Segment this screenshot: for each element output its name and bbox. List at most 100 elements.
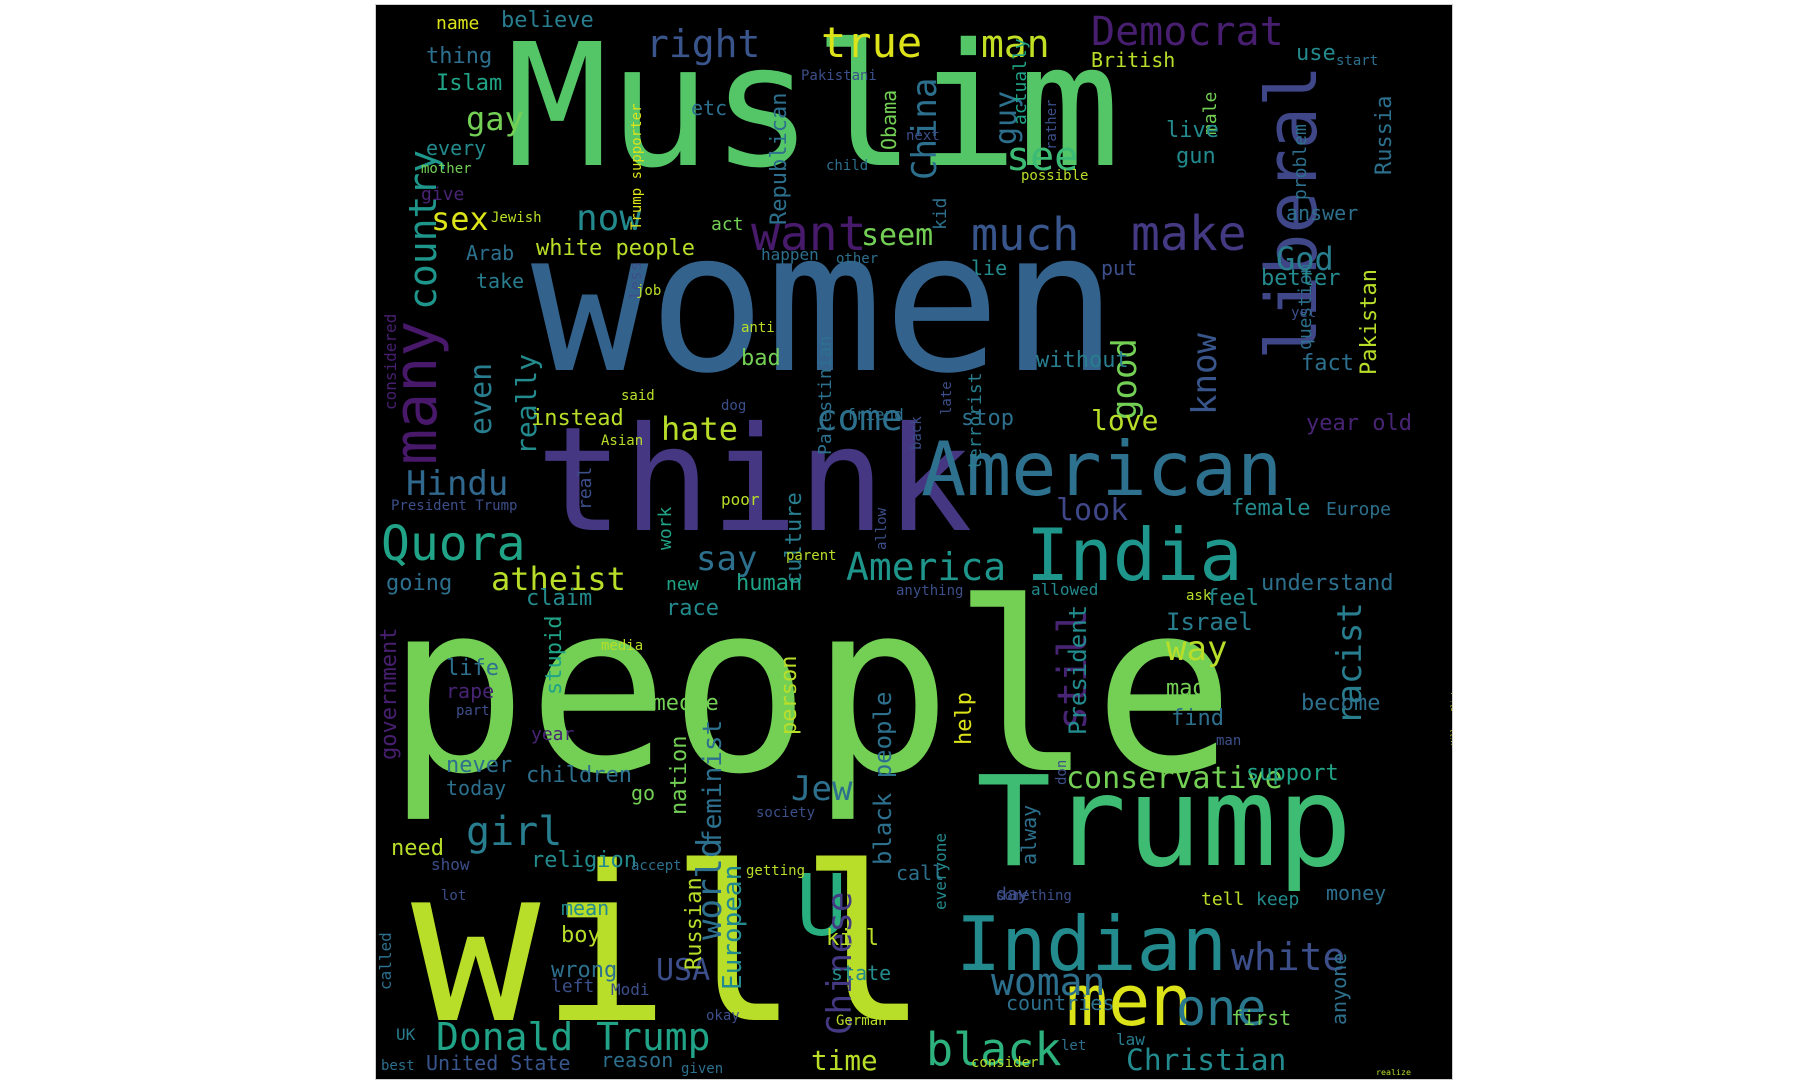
word-use: use	[1296, 41, 1336, 66]
word-world: world	[690, 838, 730, 940]
word-mean: mean	[561, 896, 609, 920]
word-gun: gun	[1176, 144, 1216, 169]
word-love: love	[1091, 404, 1158, 437]
word-hillary-clinton: Hillary Clinton	[1450, 683, 1452, 745]
word-uk: UK	[396, 1025, 416, 1044]
word-president: President	[1064, 605, 1092, 735]
word-country: country	[401, 150, 445, 310]
word-tell: tell	[1201, 889, 1244, 910]
word-less: less	[626, 261, 645, 300]
word-someone: someone	[626, 691, 719, 716]
word-don: don	[1054, 760, 1070, 785]
word-still: still	[1050, 610, 1096, 730]
word-life: life	[446, 656, 499, 681]
word-jewish: Jewish	[491, 210, 542, 226]
word-people: people	[386, 553, 1235, 826]
word-media: media	[601, 638, 643, 654]
word-jew: Jew	[791, 769, 853, 809]
word-culture: culture	[782, 492, 807, 585]
word-way: way	[1166, 629, 1227, 669]
word-see: see	[1006, 134, 1078, 180]
word-person: person	[777, 656, 802, 735]
word-state: state	[831, 961, 891, 985]
word-child: child	[826, 158, 868, 174]
word-understand: understand	[1261, 571, 1393, 596]
word-god: God	[1276, 240, 1334, 278]
word-help: help	[952, 692, 977, 745]
word-without: without	[1036, 348, 1129, 373]
word-pakistani: Pakistani	[801, 68, 877, 84]
word-year: year	[531, 724, 575, 745]
word-act: act	[711, 214, 744, 235]
word-india: India	[1026, 513, 1243, 597]
word-true: true	[821, 18, 922, 67]
word-president-trump: President Trump	[391, 498, 517, 514]
word-next: next	[906, 128, 940, 144]
word-racist: racist	[1330, 602, 1370, 725]
word-accept: accept	[631, 858, 682, 874]
word-said: said	[621, 388, 655, 404]
word-human: human	[736, 571, 802, 596]
word-sex: sex	[431, 200, 489, 238]
word-rape: rape	[446, 679, 494, 703]
word-race: race	[666, 596, 719, 621]
word-keep: keep	[1256, 889, 1299, 910]
word-indian: Indian	[956, 900, 1227, 988]
word-late: late	[939, 381, 955, 415]
word-british: British	[1091, 48, 1175, 72]
word-european: European	[718, 865, 748, 990]
word-black: black	[926, 1023, 1061, 1076]
word-stupid: stupid	[542, 616, 567, 695]
word-lot: lot	[441, 888, 466, 904]
word-lie: lie	[971, 256, 1007, 280]
word-liberal: liberal	[1251, 65, 1333, 360]
word-go: go	[631, 781, 655, 805]
word-even: even	[464, 363, 499, 435]
word-feminist: feminist	[698, 720, 728, 845]
word-really: really	[510, 354, 543, 455]
word-become: become	[1301, 691, 1380, 716]
word-work: work	[655, 506, 676, 550]
word-other: other	[836, 251, 878, 267]
word-live: live	[1166, 118, 1219, 143]
word-gay: gay	[466, 100, 524, 138]
word-republican: Republican	[767, 93, 792, 225]
word-start: start	[1336, 53, 1378, 69]
word-dog: dog	[721, 398, 746, 414]
word-never: never	[446, 753, 512, 778]
word-give: give	[421, 184, 464, 205]
word-come: come	[816, 398, 903, 439]
word-allowed: allowed	[1031, 580, 1098, 599]
word-rather: rather	[1044, 99, 1060, 150]
word-year-old: year old	[1306, 411, 1412, 436]
word-mother: mother	[421, 161, 472, 177]
word-stop: stop	[961, 406, 1014, 431]
word-woman: woman	[991, 960, 1105, 1004]
word-fact: fact	[1301, 351, 1354, 376]
word-left: left	[551, 976, 594, 997]
word-etc: etc	[691, 96, 727, 120]
word-american: American	[921, 425, 1282, 513]
word-many: many	[381, 321, 451, 466]
word-called: called	[376, 932, 395, 990]
word-think: think	[536, 396, 973, 565]
word-america: America	[846, 545, 1006, 589]
word-muslim: Muslim	[506, 8, 1120, 206]
word-realize: realize	[1376, 1067, 1411, 1077]
word-allow: allow	[874, 507, 890, 550]
word-real: real	[575, 467, 596, 510]
word-today: today	[446, 776, 506, 800]
word-say: say	[696, 539, 757, 579]
word-made: made	[1166, 676, 1219, 701]
word-possible: possible	[1021, 168, 1088, 184]
word-look: look	[1056, 493, 1128, 528]
word-hindu: Hindu	[406, 464, 508, 504]
word-u: U	[796, 857, 847, 956]
word-russia: Russia	[1372, 96, 1397, 175]
word-let: let	[1061, 1038, 1086, 1054]
word-trump: Trump	[976, 750, 1352, 895]
word-back: back	[909, 416, 925, 450]
word-islam: Islam	[436, 71, 502, 96]
word-job: job	[636, 283, 661, 299]
